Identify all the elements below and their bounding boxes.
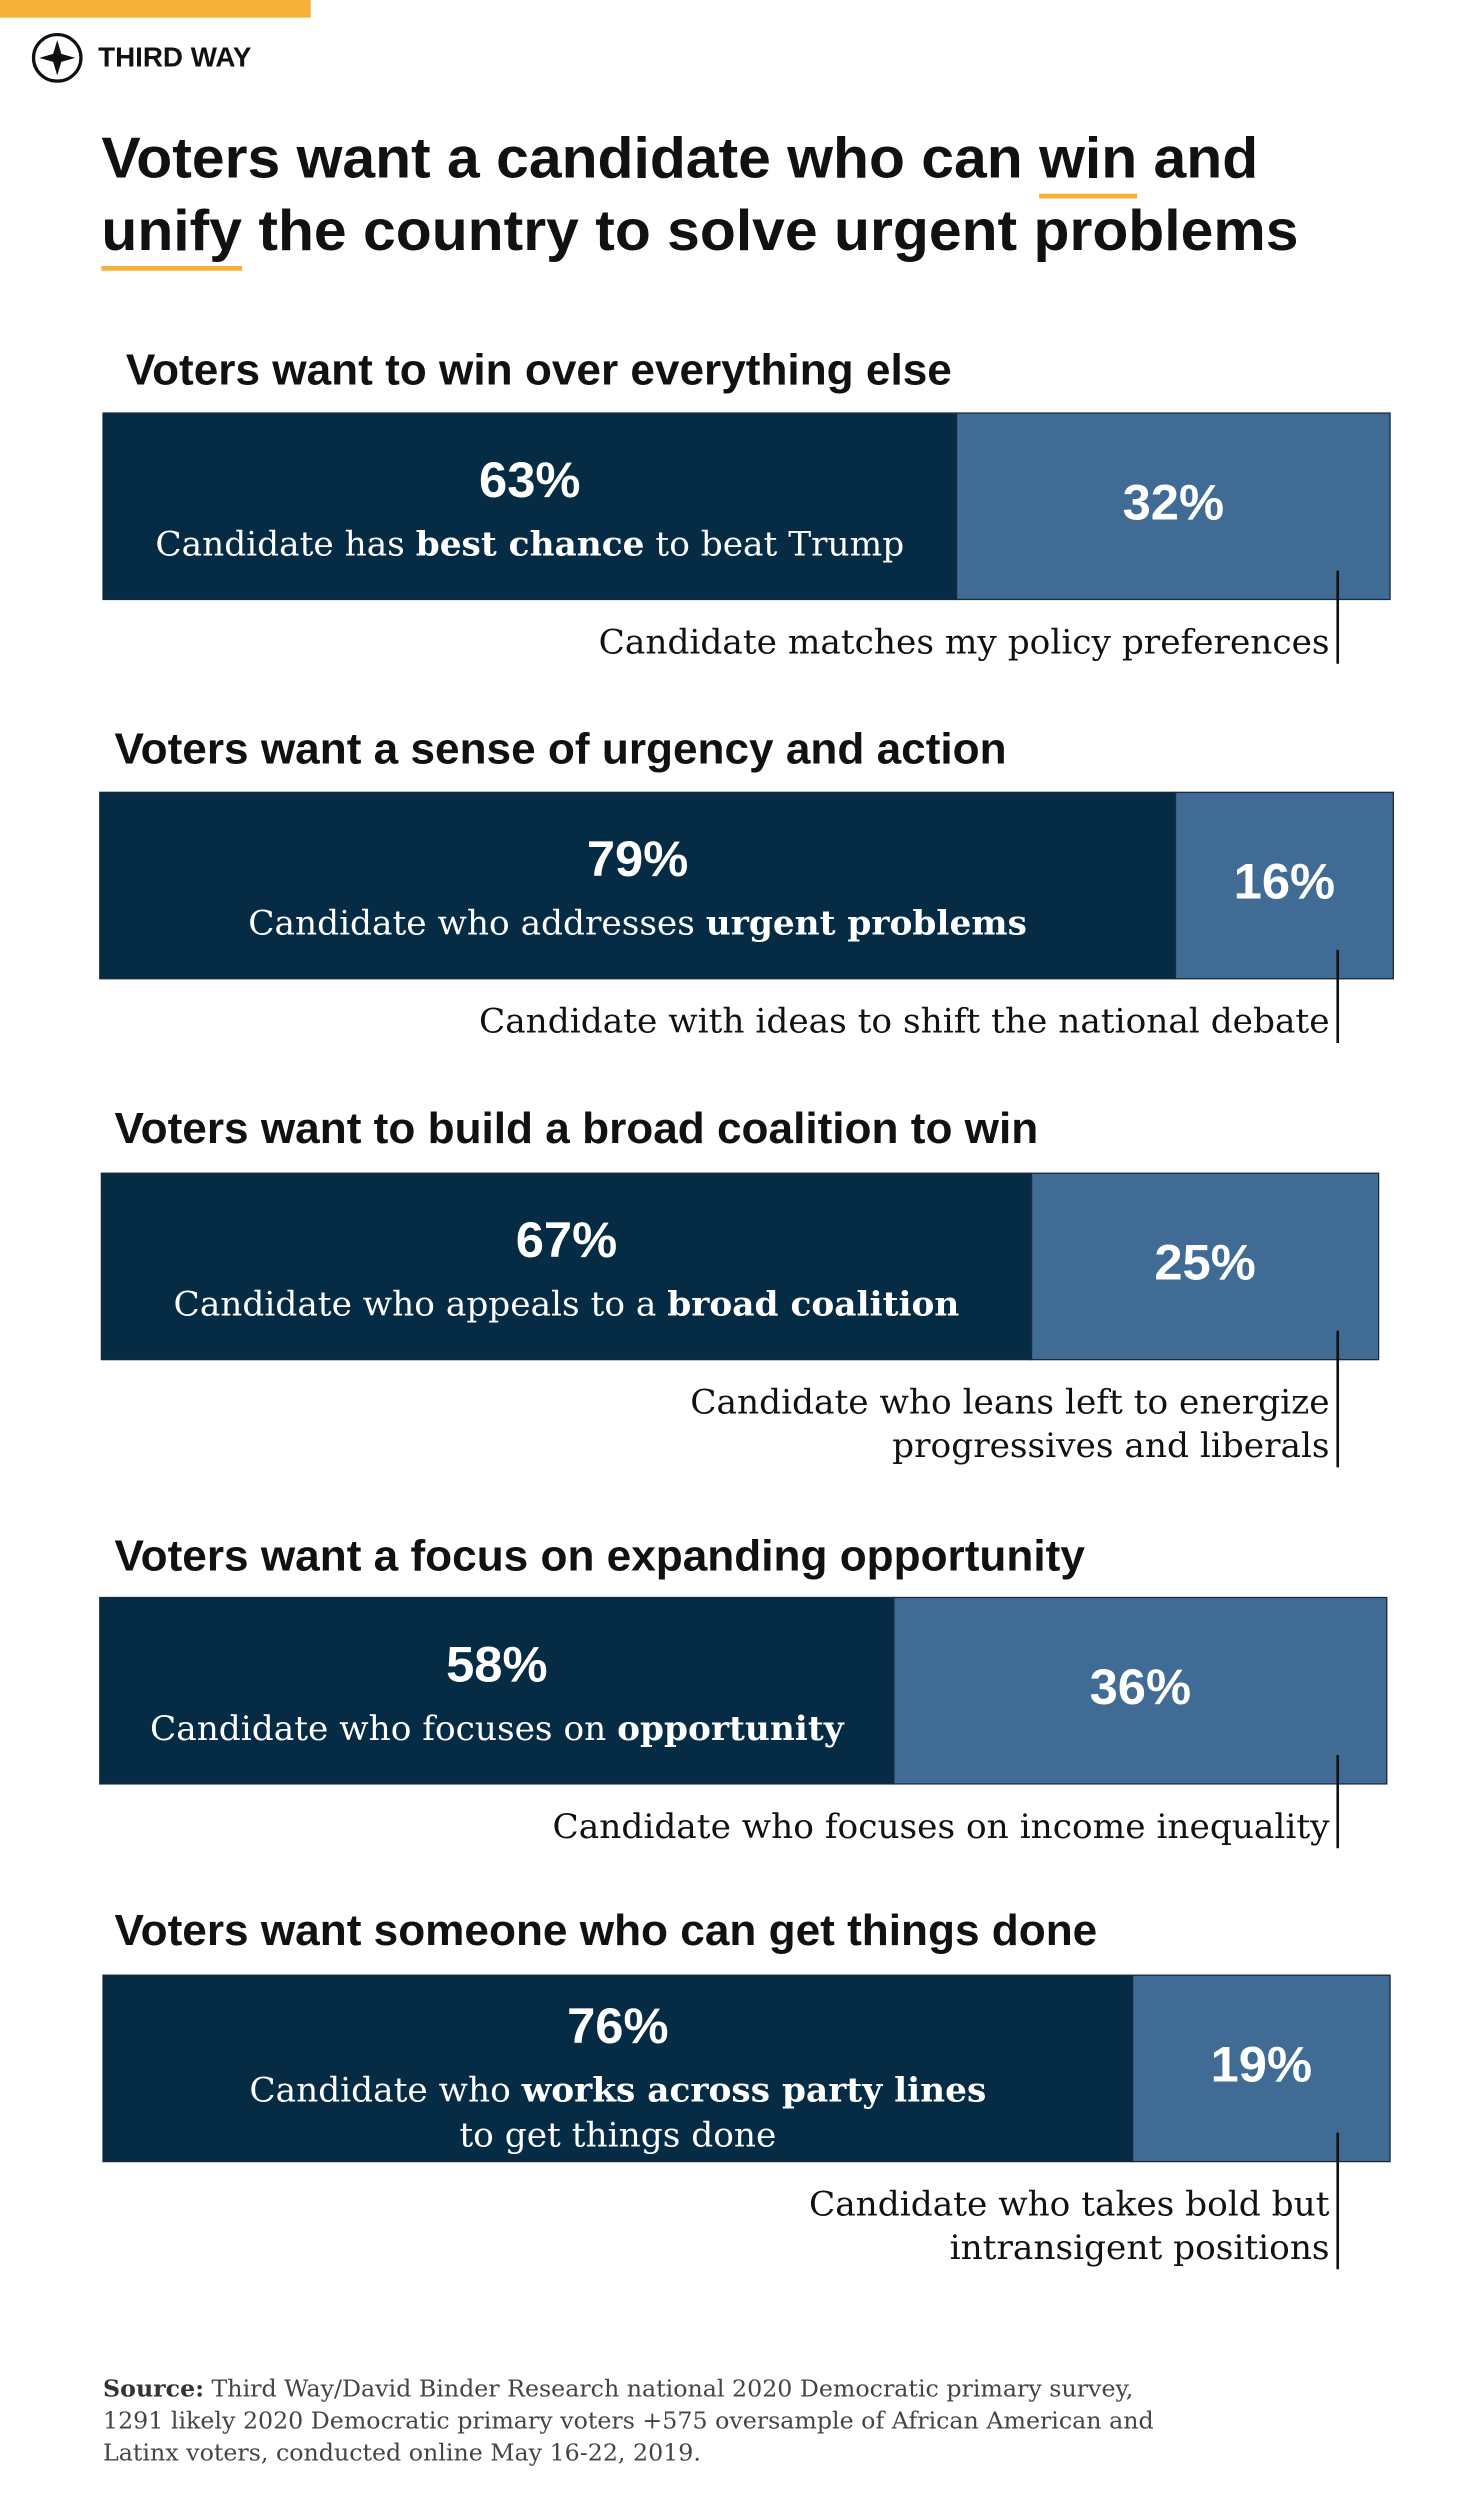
value-label: 19% xyxy=(1211,2037,1312,2093)
logo: THIRD WAY xyxy=(31,32,251,83)
series-label: to beat Trump xyxy=(644,525,904,565)
series-label: to get things done xyxy=(459,2116,776,2156)
series-label: Candidate with ideas to shift the nation… xyxy=(479,1002,1330,1042)
value-label: 76% xyxy=(567,1998,668,2054)
chart-heading: Voters want to build a broad coalition t… xyxy=(114,1104,1038,1153)
chart-heading: Voters want a sense of urgency and actio… xyxy=(114,725,1006,774)
accent-bar xyxy=(0,0,311,18)
chart-heading: Voters want to win over everything else xyxy=(126,346,952,395)
series-label: Candidate who xyxy=(249,2071,521,2111)
source-text: Third Way/David Binder Research national… xyxy=(204,2374,1133,2402)
series-label: progressives and liberals xyxy=(892,1426,1329,1466)
series-label: Candidate who appeals to a xyxy=(174,1285,668,1325)
bar-segment xyxy=(100,1172,1033,1361)
logo-star xyxy=(39,40,76,76)
value-label: 58% xyxy=(446,1637,547,1693)
series-label: Candidate who focuses on income inequali… xyxy=(553,1807,1331,1847)
source-label: Source: xyxy=(103,2374,204,2402)
chart-heading: Voters want someone who can get things d… xyxy=(114,1906,1097,1955)
series-label: broad coalition xyxy=(667,1285,959,1325)
logo-circle xyxy=(31,32,83,83)
value-label: 36% xyxy=(1090,1659,1191,1715)
bar-segment xyxy=(1030,1172,1380,1361)
bar-segment xyxy=(893,1596,1388,1785)
value-label: 16% xyxy=(1234,854,1335,910)
series-label: opportunity xyxy=(617,1709,845,1749)
brand: THIRD WAY xyxy=(98,42,251,73)
value-label: 32% xyxy=(1123,475,1224,531)
series-label: Candidate matches my policy preferences xyxy=(599,623,1330,663)
series-label: Candidate who takes bold but xyxy=(809,2185,1330,2225)
bar-segment xyxy=(955,412,1391,601)
value-label: 67% xyxy=(516,1212,617,1268)
bar-segment xyxy=(1174,791,1394,980)
chart-heading: Voters want a focus on expanding opportu… xyxy=(114,1532,1085,1581)
bar-segment xyxy=(1131,1974,1391,2163)
series-label: Candidate who leans left to energize xyxy=(690,1383,1329,1423)
title-text: win xyxy=(1038,126,1137,190)
value-label: 63% xyxy=(479,452,580,508)
series-label: works across party lines xyxy=(521,2071,987,2111)
title-text: the country to solve urgent problems xyxy=(242,198,1298,262)
value-label: 79% xyxy=(587,832,688,888)
title-text: Voters want a candidate who can xyxy=(101,126,1039,190)
value-label: 25% xyxy=(1154,1235,1255,1291)
bar-segment xyxy=(99,791,1177,980)
title-text: unify xyxy=(101,198,242,262)
series-label: best chance xyxy=(416,525,645,565)
title-text: and xyxy=(1137,126,1258,190)
series-label: intransigent positions xyxy=(950,2228,1330,2268)
bar-segment xyxy=(102,1974,1134,2163)
series-label: Candidate who addresses xyxy=(248,904,706,944)
bar-segment xyxy=(102,412,958,601)
series-label: urgent problems xyxy=(706,904,1027,944)
source-text: 1291 likely 2020 Democratic primary vote… xyxy=(103,2407,1154,2435)
series-label: Candidate has xyxy=(155,525,415,565)
source-text: Latinx voters, conducted online May 16-2… xyxy=(103,2439,701,2467)
bar-segment xyxy=(99,1596,895,1785)
series-label: Candidate who focuses on xyxy=(150,1709,617,1749)
